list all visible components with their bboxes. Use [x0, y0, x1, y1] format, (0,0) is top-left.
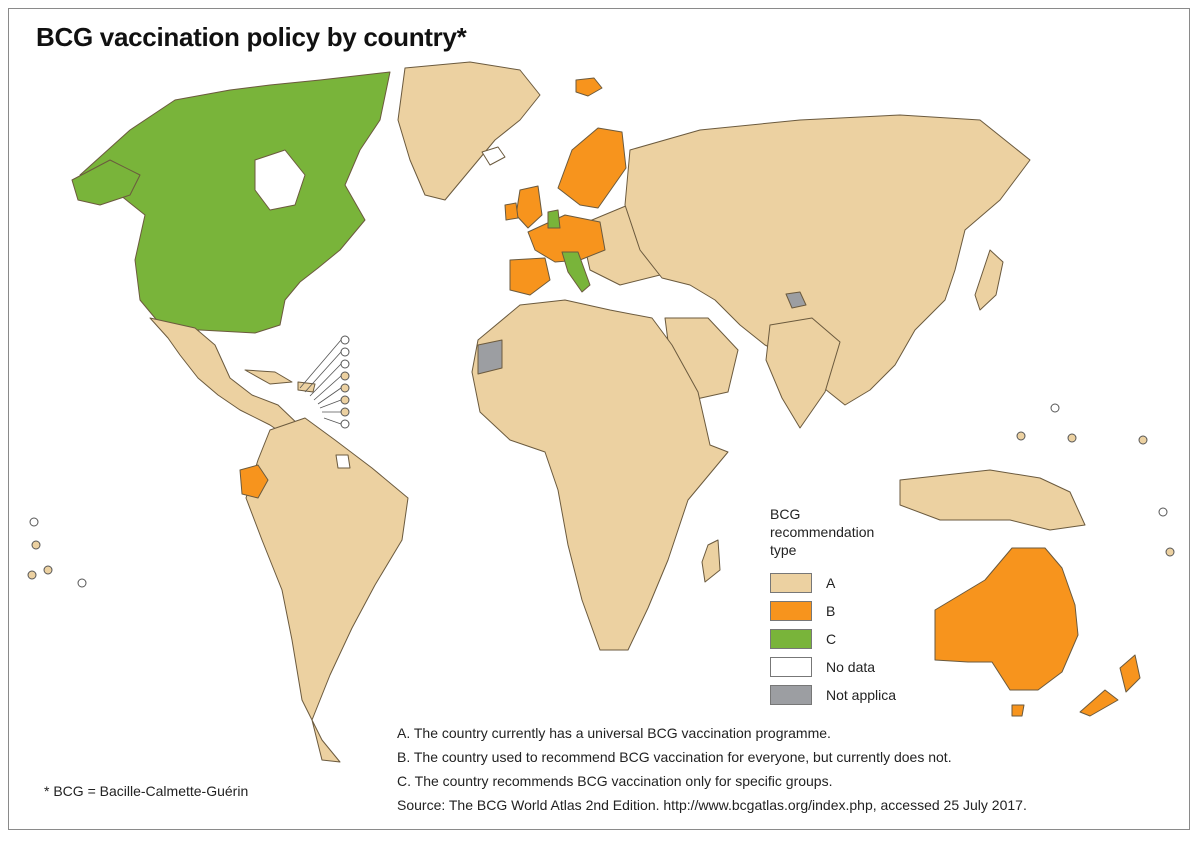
island-marker [340, 419, 350, 429]
legend-title: BCG recommendation type [770, 505, 910, 559]
island-marker [340, 371, 350, 381]
leader-line [299, 339, 342, 389]
leader-line [323, 417, 342, 425]
island-marker [77, 578, 87, 588]
island-marker [27, 570, 37, 580]
legend-label: B [826, 603, 836, 619]
region-greenland [397, 61, 541, 201]
footnote: * BCG = Bacille-Calmette-Guérin [44, 783, 249, 799]
legend-swatch [770, 685, 812, 705]
note-b: B. The country used to recommend BCG vac… [397, 749, 952, 765]
region-svalbard [575, 77, 603, 97]
region-iberia [509, 257, 551, 296]
island-marker [43, 565, 53, 575]
leader-line [309, 363, 342, 397]
island-marker [340, 395, 350, 405]
region-india [765, 317, 841, 429]
legend-label: No data [826, 659, 876, 675]
region-benelux [547, 209, 561, 229]
region-new-zealand-north [1119, 654, 1141, 693]
note-a: A. The country currently has a universal… [397, 725, 831, 741]
region-tasmania [1011, 704, 1025, 717]
region-north-america [79, 71, 391, 334]
region-alaska [71, 159, 141, 206]
island-marker [340, 359, 350, 369]
region-western-europe [527, 214, 606, 263]
region-australia [934, 547, 1079, 691]
island-marker [1165, 547, 1175, 557]
region-ecuador [239, 464, 269, 499]
region-new-zealand-south [1079, 689, 1119, 717]
leader-line [317, 387, 342, 405]
region-africa [471, 299, 729, 651]
island-marker [340, 335, 350, 345]
region-hudson-bay [254, 149, 306, 211]
leader-line [319, 399, 342, 409]
map-title: BCG vaccination policy by country* [36, 22, 467, 52]
region-western-sahara [477, 339, 503, 375]
island-marker [340, 347, 350, 357]
legend-item-no-data: No data [770, 653, 910, 681]
legend-item-not-applicable: Not applica [770, 681, 910, 709]
island-marker [1050, 403, 1060, 413]
legend-title-line: type [770, 542, 797, 558]
notes: A. The country currently has a universal… [397, 721, 1027, 817]
island-marker [1138, 435, 1148, 445]
region-italy [561, 251, 591, 293]
island-marker [1016, 431, 1026, 441]
region-asia [624, 114, 1031, 406]
leader-line [304, 351, 342, 393]
legend-title-line: recommendation [770, 524, 875, 540]
legend-swatch [770, 601, 812, 621]
legend-swatch [770, 657, 812, 677]
legend-label: A [826, 575, 836, 591]
region-scandinavia [557, 127, 627, 209]
region-ireland [504, 202, 519, 221]
region-french-guiana [335, 454, 351, 469]
region-iceland [481, 146, 506, 166]
legend-title-line: BCG [770, 506, 801, 522]
legend-swatch [770, 573, 812, 593]
region-cuba [244, 369, 293, 385]
legend-item-c: C [770, 625, 910, 653]
island-marker [1067, 433, 1077, 443]
leader-line [313, 375, 342, 401]
note-c: C. The country recommends BCG vaccinatio… [397, 773, 833, 789]
region-indonesia [899, 469, 1086, 531]
region-south-america [245, 417, 409, 763]
region-hispaniola [297, 381, 316, 393]
source-note: Source: The BCG World Atlas 2nd Edition.… [397, 797, 1027, 813]
region-japan [974, 249, 1004, 311]
region-madagascar [701, 539, 721, 583]
island-marker [1158, 507, 1168, 517]
island-marker [340, 383, 350, 393]
island-marker [340, 407, 350, 417]
legend-swatch [770, 629, 812, 649]
island-marker [31, 540, 41, 550]
region-uk [515, 185, 543, 229]
legend: BCG recommendation type A B C No data No… [770, 505, 910, 709]
legend-label: Not applica [826, 687, 897, 703]
region-kashmir [785, 291, 807, 309]
legend-item-b: B [770, 597, 910, 625]
legend-item-a: A [770, 569, 910, 597]
legend-label: C [826, 631, 837, 647]
island-marker [29, 517, 39, 527]
